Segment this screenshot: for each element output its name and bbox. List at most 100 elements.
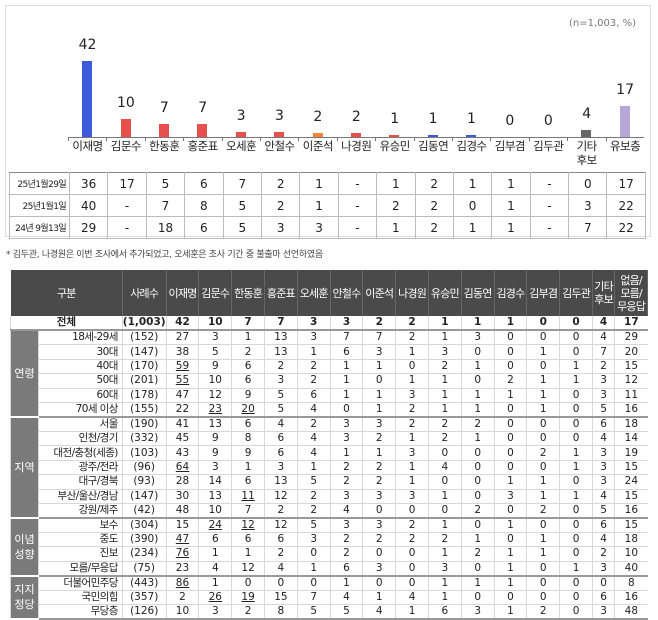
data-cell: 2 <box>460 546 495 562</box>
row-label: 진보 <box>38 546 123 562</box>
data-cell: 11 <box>231 489 265 504</box>
highlight-value: 86 <box>175 576 190 589</box>
data-cell: 2 <box>395 517 429 533</box>
sample-size: (96) <box>121 460 167 476</box>
table-row: 60대 (178) 47 12 9 5 6 1 1 3 1 1 1 1 0 3 11 <box>11 388 648 403</box>
bar <box>351 133 361 137</box>
data-cell: 1 <box>427 575 462 591</box>
data-cell: 0 <box>231 575 265 591</box>
data-cell: 0 <box>559 402 593 418</box>
data-cell: 2 <box>395 532 429 548</box>
data-cell: 0 <box>296 546 331 562</box>
history-cell: 2 <box>260 194 301 217</box>
highlight-value: 76 <box>175 547 190 560</box>
data-cell: 0 <box>526 517 560 533</box>
data-cell: 0 <box>526 590 560 606</box>
data-cell: 1 <box>231 546 265 562</box>
data-cell: 3 <box>591 373 615 389</box>
row-label: 서울 <box>38 416 123 432</box>
data-cell: 2 <box>460 416 495 432</box>
data-cell: 1 <box>460 402 495 418</box>
data-cell: 0 <box>559 344 593 360</box>
data-cell: 3 <box>198 330 232 346</box>
data-cell: 5 <box>296 517 331 533</box>
candidate-preference-chart-panel: (n=1,003, %) 42 이재명 10 김문수 7 한동훈 7 홍준표 3 오세훈 3 안철수 2… <box>5 5 651 239</box>
column-header: 홍준표 <box>264 270 298 316</box>
sample-size: (390) <box>121 532 167 548</box>
history-cell: 5 <box>145 172 186 195</box>
data-cell: 4 <box>329 590 363 606</box>
data-cell: 8 <box>263 604 298 620</box>
data-cell: 3 <box>395 489 429 504</box>
bar <box>197 124 208 137</box>
history-cell: 5 <box>222 194 262 217</box>
group-label: 연령 <box>10 330 39 418</box>
data-cell: 1 <box>460 575 495 591</box>
data-cell: 12 <box>198 388 232 403</box>
category-label: 나경원 <box>341 139 372 153</box>
table-row: 국민의힘 (357) 2 26 19 15 7 4 1 4 1 0 0 0 0 6 16 <box>11 590 648 606</box>
data-cell: 6 <box>329 344 363 360</box>
data-cell: 15 <box>614 460 648 476</box>
highlight-value: 26 <box>208 590 222 603</box>
data-cell: 0 <box>395 359 429 375</box>
bar-value-label: 42 <box>78 37 97 54</box>
data-cell: 0 <box>395 503 429 519</box>
data-cell: 13 <box>198 416 232 432</box>
data-cell: 1 <box>427 402 462 418</box>
bar-value-label: 17 <box>616 82 634 99</box>
data-cell: 0 <box>559 546 593 562</box>
data-cell: 13 <box>198 489 232 504</box>
data-cell: 0 <box>559 431 593 447</box>
data-cell: 0 <box>460 561 495 577</box>
data-cell: 1 <box>296 344 331 360</box>
data-cell: 0 <box>493 330 527 346</box>
row-label: 중도 <box>38 532 123 548</box>
data-cell: 1 <box>329 445 363 461</box>
column-header: 김부겸 <box>526 270 561 316</box>
history-cell: 22 <box>606 194 646 217</box>
data-cell: 18 <box>614 416 648 432</box>
data-cell: 27 <box>165 330 199 346</box>
row-label: 대전/충청(세종) <box>38 445 123 461</box>
data-cell: 6 <box>231 532 265 548</box>
history-cell: 6 <box>184 216 224 239</box>
bar <box>235 131 246 137</box>
column-header: 사례수 <box>122 270 167 316</box>
data-cell: 43 <box>165 445 199 461</box>
data-cell: 1 <box>526 344 560 360</box>
data-cell: 3 <box>493 489 527 504</box>
axis-tick <box>183 137 185 141</box>
history-cell: 1 <box>376 172 416 195</box>
history-cell: 2 <box>376 194 416 217</box>
data-cell: 2 <box>362 316 396 332</box>
row-label: 대구/경북 <box>38 474 123 490</box>
data-cell: 2 <box>427 532 462 548</box>
row-label: 부산/울산/경남 <box>38 489 123 504</box>
data-cell: 4 <box>198 561 232 577</box>
data-cell: 6 <box>591 590 615 606</box>
table-row: 무당층 (126) 10 3 2 8 5 5 4 1 6 3 1 2 0 3 48 <box>11 604 648 620</box>
column-header: 유승민 <box>428 270 462 316</box>
data-cell: 19 <box>231 590 265 606</box>
data-cell: 1 <box>559 359 593 375</box>
category-label: 김경수 <box>456 139 487 153</box>
bar-value-label: 1 <box>467 111 476 127</box>
data-cell: 0 <box>559 316 593 332</box>
column-header: 오세훈 <box>297 270 331 316</box>
data-cell: 0 <box>526 431 560 447</box>
history-cell: 17 <box>606 172 646 195</box>
table-row: 지지 정당 더불어민주당 (443) 86 1 0 0 0 1 0 0 1 1 1 0 0 0 8 <box>10 575 648 620</box>
group-label: 이념 성향 <box>10 517 39 577</box>
history-cell: - <box>337 216 378 239</box>
sample-size: (178) <box>121 388 167 403</box>
column-header: 구분 <box>10 270 123 316</box>
data-cell: 48 <box>165 503 199 519</box>
data-cell: 1 <box>395 344 429 360</box>
data-cell: 48 <box>614 604 648 620</box>
data-cell: 3 <box>329 489 363 504</box>
data-cell: 7 <box>296 590 331 606</box>
data-cell: 2 <box>427 431 462 447</box>
row-label: 40대 <box>38 359 123 375</box>
category-label: 김두관 <box>533 139 564 153</box>
